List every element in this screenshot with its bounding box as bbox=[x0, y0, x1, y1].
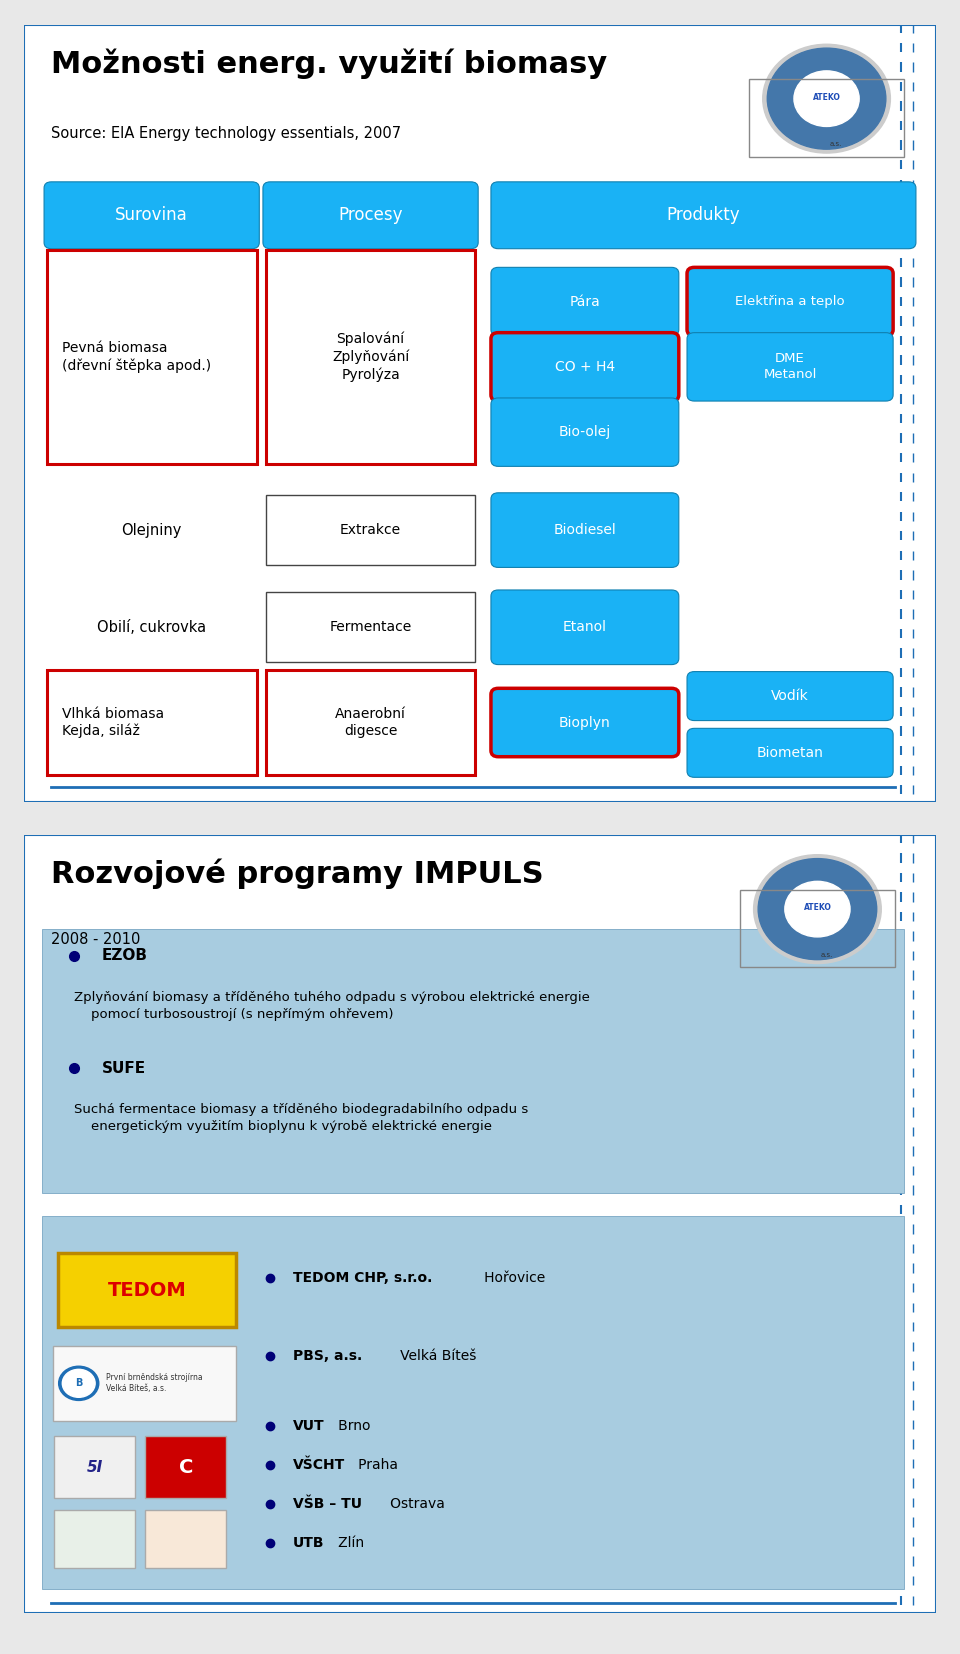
Circle shape bbox=[785, 882, 850, 936]
Text: C: C bbox=[180, 1457, 194, 1477]
Text: Suchá fermentace biomasy a tříděného biodegradabilního odpadu s
    energetickým: Suchá fermentace biomasy a tříděného bio… bbox=[74, 1103, 528, 1133]
Text: Rozvojové programy IMPULS: Rozvojové programy IMPULS bbox=[52, 858, 544, 890]
Text: Biodiesel: Biodiesel bbox=[554, 523, 616, 538]
Text: Procesy: Procesy bbox=[338, 207, 403, 225]
Text: Fermentace: Fermentace bbox=[329, 620, 412, 633]
FancyBboxPatch shape bbox=[145, 1510, 227, 1568]
FancyBboxPatch shape bbox=[24, 25, 936, 802]
FancyBboxPatch shape bbox=[145, 1436, 227, 1497]
Text: Pevná biomasa
(dřevní štěpka apod.): Pevná biomasa (dřevní štěpka apod.) bbox=[62, 341, 211, 374]
Text: Anaerobní
digesce: Anaerobní digesce bbox=[335, 706, 406, 738]
Text: Pára: Pára bbox=[569, 294, 600, 309]
FancyBboxPatch shape bbox=[491, 399, 679, 466]
Circle shape bbox=[767, 48, 886, 149]
Text: TEDOM CHP, s.r.o.: TEDOM CHP, s.r.o. bbox=[293, 1272, 432, 1285]
FancyBboxPatch shape bbox=[687, 268, 893, 336]
Text: Olejniny: Olejniny bbox=[122, 523, 181, 538]
FancyBboxPatch shape bbox=[53, 1346, 236, 1421]
FancyBboxPatch shape bbox=[491, 590, 679, 665]
Text: 5I: 5I bbox=[87, 1460, 104, 1475]
Text: Produkty: Produkty bbox=[666, 207, 740, 225]
Text: DME
Metanol: DME Metanol bbox=[763, 352, 817, 382]
Text: ATEKO: ATEKO bbox=[812, 93, 841, 101]
FancyBboxPatch shape bbox=[42, 928, 904, 1193]
Text: Surovina: Surovina bbox=[115, 207, 188, 225]
Text: Brno: Brno bbox=[324, 1419, 370, 1432]
Text: PBS, a.s.: PBS, a.s. bbox=[293, 1350, 362, 1363]
FancyBboxPatch shape bbox=[47, 250, 256, 465]
FancyBboxPatch shape bbox=[47, 670, 256, 776]
Circle shape bbox=[62, 1370, 95, 1398]
FancyBboxPatch shape bbox=[687, 728, 893, 777]
Text: Extrakce: Extrakce bbox=[340, 523, 401, 538]
FancyBboxPatch shape bbox=[491, 268, 679, 336]
Text: Bio-olej: Bio-olej bbox=[559, 425, 611, 440]
Text: Velká Bíteš, a.s.: Velká Bíteš, a.s. bbox=[106, 1384, 166, 1393]
Circle shape bbox=[794, 71, 859, 126]
Text: Etanol: Etanol bbox=[563, 620, 607, 633]
Text: Hořovice: Hořovice bbox=[471, 1272, 545, 1285]
FancyBboxPatch shape bbox=[491, 182, 916, 248]
Circle shape bbox=[59, 1366, 99, 1401]
FancyBboxPatch shape bbox=[491, 688, 679, 758]
Circle shape bbox=[762, 45, 891, 154]
FancyBboxPatch shape bbox=[266, 250, 475, 465]
Text: Bioplyn: Bioplyn bbox=[559, 716, 611, 729]
Text: TEDOM: TEDOM bbox=[108, 1280, 186, 1300]
Text: Zplyňování biomasy a tříděného tuhého odpadu s výrobou elektrické energie
    po: Zplyňování biomasy a tříděného tuhého od… bbox=[74, 991, 590, 1021]
Text: Obilí, cukrovka: Obilí, cukrovka bbox=[97, 620, 206, 635]
FancyBboxPatch shape bbox=[263, 182, 478, 248]
Text: B: B bbox=[75, 1378, 83, 1388]
FancyBboxPatch shape bbox=[266, 592, 475, 662]
Text: Zlín: Zlín bbox=[324, 1535, 364, 1550]
Text: Velká Bíteš: Velká Bíteš bbox=[388, 1350, 477, 1363]
FancyBboxPatch shape bbox=[491, 332, 679, 400]
Text: ATEKO: ATEKO bbox=[804, 903, 831, 911]
FancyBboxPatch shape bbox=[54, 1510, 135, 1568]
Text: VŠCHT: VŠCHT bbox=[293, 1457, 346, 1472]
Text: Vlhká biomasa
Kejda, siláž: Vlhká biomasa Kejda, siláž bbox=[62, 706, 164, 738]
Text: UTB: UTB bbox=[293, 1535, 324, 1550]
Text: Ostrava: Ostrava bbox=[377, 1497, 444, 1510]
Text: Možnosti energ. využití biomasy: Možnosti energ. využití biomasy bbox=[52, 48, 608, 79]
FancyBboxPatch shape bbox=[58, 1252, 236, 1328]
Text: Elektřina a teplo: Elektřina a teplo bbox=[735, 294, 845, 308]
Text: Source: EIA Energy technology essentials, 2007: Source: EIA Energy technology essentials… bbox=[52, 126, 401, 141]
Text: Vodík: Vodík bbox=[771, 690, 809, 703]
Text: Spalování
Zplyňování
Pyrolýza: Spalování Zplyňování Pyrolýza bbox=[332, 332, 409, 382]
Text: EZOB: EZOB bbox=[102, 948, 148, 963]
Circle shape bbox=[754, 855, 881, 964]
Text: 2008 - 2010: 2008 - 2010 bbox=[52, 933, 141, 948]
FancyBboxPatch shape bbox=[44, 182, 259, 248]
Circle shape bbox=[758, 858, 876, 959]
Text: Praha: Praha bbox=[346, 1457, 398, 1472]
Text: Biometan: Biometan bbox=[756, 746, 824, 759]
FancyBboxPatch shape bbox=[266, 670, 475, 776]
FancyBboxPatch shape bbox=[42, 1216, 904, 1589]
FancyBboxPatch shape bbox=[491, 493, 679, 567]
FancyBboxPatch shape bbox=[54, 1436, 135, 1497]
Text: CO + H4: CO + H4 bbox=[555, 361, 615, 374]
FancyBboxPatch shape bbox=[266, 495, 475, 566]
Text: a.s.: a.s. bbox=[821, 953, 832, 958]
Text: První brněndská strojírna: První brněndská strojírna bbox=[106, 1373, 203, 1383]
Text: VŠB – TU: VŠB – TU bbox=[293, 1497, 362, 1510]
Text: VUT: VUT bbox=[293, 1419, 324, 1432]
FancyBboxPatch shape bbox=[687, 672, 893, 721]
Text: a.s.: a.s. bbox=[829, 142, 842, 147]
FancyBboxPatch shape bbox=[24, 835, 936, 1613]
FancyBboxPatch shape bbox=[687, 332, 893, 400]
Text: SUFE: SUFE bbox=[102, 1060, 146, 1077]
